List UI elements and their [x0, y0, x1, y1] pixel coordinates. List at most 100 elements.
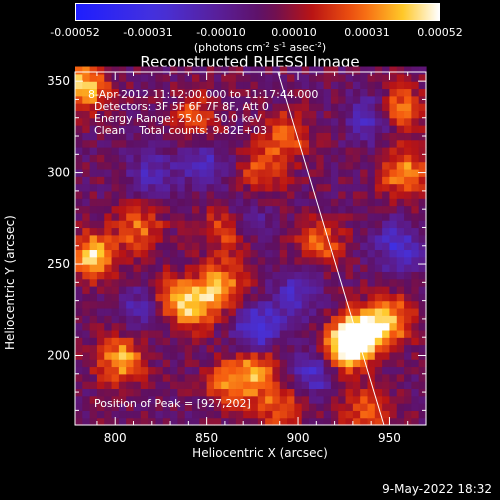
heatmap-cell	[199, 322, 208, 331]
heatmap-cell	[279, 410, 288, 419]
heatmap-cell	[272, 220, 281, 229]
heatmap-cell	[96, 359, 105, 368]
units-exponent: -1	[279, 41, 287, 49]
heatmap-cell	[89, 227, 98, 236]
heatmap-cell	[418, 88, 427, 97]
heatmap-cell	[118, 300, 127, 309]
heatmap-cell	[148, 110, 157, 119]
heatmap-cell	[228, 359, 237, 368]
heatmap-cell	[287, 359, 295, 368]
heatmap-cell	[140, 359, 149, 368]
heatmap-cell	[338, 81, 347, 90]
heatmap-cell	[177, 351, 186, 360]
heatmap-cell	[170, 110, 178, 119]
heatmap-cell	[235, 161, 244, 170]
heatmap-cell	[170, 227, 178, 236]
x-tick-label: 900	[287, 431, 310, 445]
heatmap-cell	[148, 242, 157, 251]
heatmap-cell	[257, 168, 266, 177]
heatmap-cell	[243, 337, 252, 346]
heatmap-cell	[111, 183, 120, 192]
y-tick-label: 250	[47, 257, 70, 271]
heatmap-cell	[345, 212, 354, 221]
heatmap-cell	[177, 110, 186, 119]
heatmap-cell	[404, 139, 412, 148]
heatmap-cell	[104, 410, 113, 419]
heatmap-cell	[352, 81, 361, 90]
heatmap-cell	[330, 95, 339, 104]
heatmap-cell	[257, 132, 266, 141]
heatmap-cell	[257, 103, 266, 112]
heatmap-cell	[389, 125, 398, 133]
heatmap-cell	[228, 351, 237, 360]
heatmap-cell	[360, 227, 369, 236]
heatmap-cell	[294, 132, 303, 141]
heatmap-cell	[89, 212, 98, 221]
heatmap-cell	[199, 205, 208, 214]
heatmap-cell	[316, 278, 325, 287]
heatmap-cell	[345, 403, 354, 411]
heatmap-cell	[118, 256, 127, 265]
heatmap-cell	[418, 403, 427, 411]
heatmap-cell	[316, 403, 325, 411]
heatmap-cell	[199, 161, 208, 170]
heatmap-cell	[199, 315, 208, 324]
heatmap-cell	[250, 410, 259, 419]
heatmap-cell	[301, 227, 310, 236]
heatmap-cell	[243, 146, 252, 155]
heatmap-cell	[265, 139, 274, 148]
heatmap-cell	[352, 168, 361, 177]
heatmap-cell	[184, 300, 193, 309]
heatmap-cell	[82, 132, 91, 141]
heatmap-cell	[404, 366, 412, 375]
heatmap-cell	[323, 329, 332, 338]
heatmap-cell	[345, 132, 354, 141]
heatmap-cell	[316, 300, 325, 309]
heatmap-cell	[177, 176, 186, 185]
heatmap-cell	[374, 154, 383, 163]
heatmap-cell	[96, 285, 105, 294]
heatmap-cell	[250, 373, 259, 382]
heatmap-cell	[126, 417, 135, 426]
heatmap-cell	[89, 285, 98, 294]
heatmap-cell	[82, 293, 91, 302]
heatmap-cell	[82, 242, 91, 251]
heatmap-cell	[133, 307, 142, 316]
heatmap-cell	[345, 161, 354, 170]
heatmap-cell	[360, 307, 369, 316]
heatmap-cell	[367, 103, 376, 112]
heatmap-cell	[294, 183, 303, 192]
heatmap-cell	[345, 395, 354, 404]
heatmap-cell	[140, 146, 149, 155]
heatmap-cell	[330, 300, 339, 309]
heatmap-cell	[301, 403, 310, 411]
heatmap-cell	[250, 139, 259, 148]
heatmap-cell	[184, 125, 193, 133]
heatmap-cell	[228, 88, 237, 97]
heatmap-cell	[104, 278, 113, 287]
heatmap-cell	[235, 176, 244, 185]
heatmap-cell	[221, 81, 230, 90]
heatmap-cell	[162, 125, 171, 133]
heatmap-cell	[338, 381, 347, 390]
heatmap-cell	[330, 351, 339, 360]
heatmap-cell	[192, 88, 200, 97]
heatmap-cell	[133, 410, 142, 419]
heatmap-cell	[206, 154, 215, 163]
heatmap-cell	[287, 256, 295, 265]
heatmap-cell	[89, 366, 98, 375]
heatmap-cell	[104, 417, 113, 426]
heatmap-cell	[404, 344, 412, 353]
heatmap-cell	[155, 307, 164, 316]
heatmap-cell	[338, 234, 347, 243]
heatmap-cell	[294, 322, 303, 331]
heatmap-cell	[104, 315, 113, 324]
heatmap-cell	[374, 395, 383, 404]
heatmap-cell	[382, 234, 391, 243]
heatmap-cell	[352, 359, 361, 368]
heatmap-cell	[418, 417, 427, 426]
heatmap-cell	[374, 351, 383, 360]
heatmap-cell	[89, 198, 98, 207]
heatmap-cell	[360, 212, 369, 221]
heatmap-cell	[111, 373, 120, 382]
